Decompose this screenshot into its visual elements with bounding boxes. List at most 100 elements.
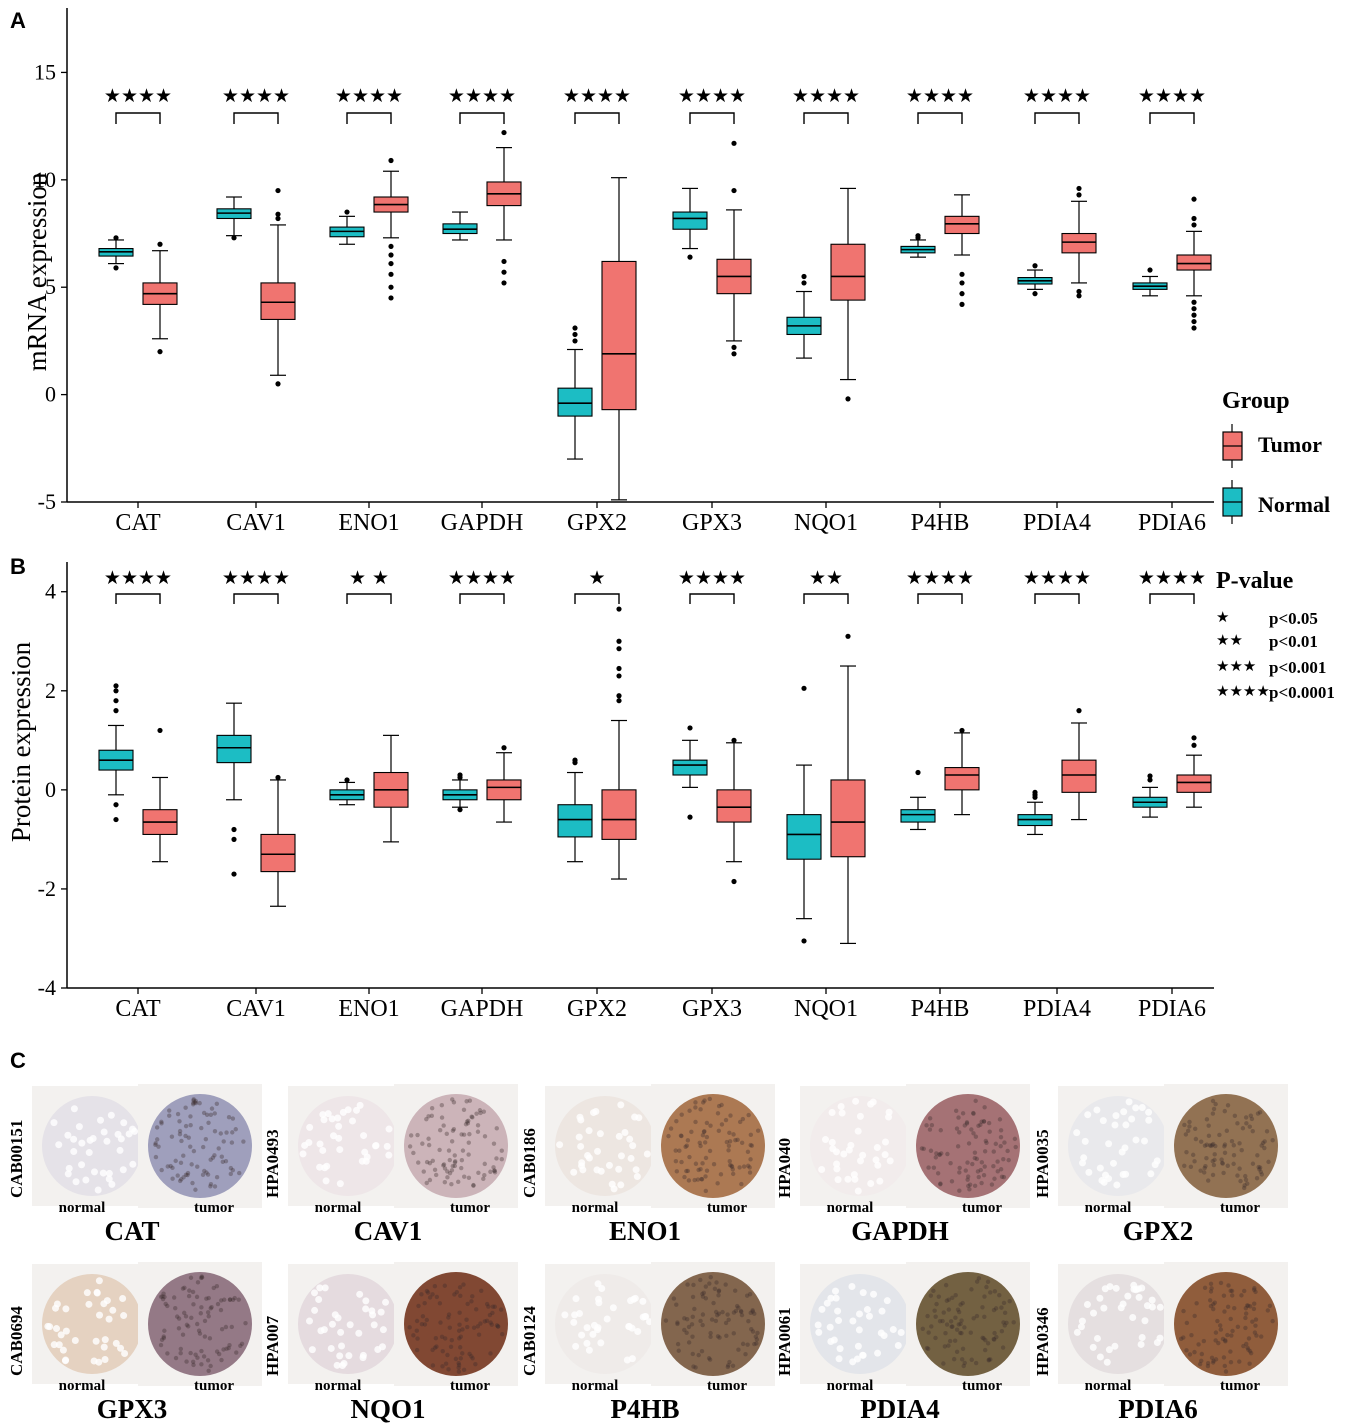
tissue-speckle — [954, 1349, 960, 1354]
tissue-speckle — [988, 1290, 993, 1295]
x-tick-label: ENO1 — [338, 996, 399, 1022]
tissue-speckle — [454, 1289, 460, 1295]
tissue-speckle — [997, 1117, 1003, 1122]
tissue-speckle — [241, 1139, 246, 1144]
tissue-speckle — [93, 1288, 101, 1296]
tissue-speckle — [1252, 1330, 1258, 1335]
tissue-speckle — [1004, 1320, 1009, 1325]
tissue-core — [661, 1272, 765, 1376]
tissue-speckle — [946, 1297, 951, 1302]
tissue-speckle — [174, 1314, 180, 1319]
legend-title: Group — [1222, 388, 1290, 414]
tissue-speckle — [937, 1318, 943, 1324]
tissue-speckle — [193, 1187, 198, 1192]
tissue-speckle — [1113, 1181, 1121, 1189]
tissue-speckle — [881, 1151, 889, 1159]
tissue-speckle — [1209, 1286, 1214, 1291]
tissue-speckle — [585, 1346, 593, 1354]
tissue-speckle — [156, 1144, 161, 1149]
tissue-speckle — [327, 1344, 335, 1352]
tissue-speckle — [740, 1341, 746, 1347]
tissue-speckle — [965, 1177, 970, 1182]
tissue-speckle — [1084, 1111, 1092, 1119]
tissue-speckle — [1243, 1306, 1249, 1311]
tissue-speckle — [199, 1362, 204, 1367]
normal-box-cav1 — [216, 734, 252, 764]
tissue-speckle — [974, 1279, 980, 1284]
tissue-speckle — [426, 1114, 431, 1119]
tissue-speckle — [989, 1182, 995, 1187]
tissue-speckle — [994, 1334, 999, 1340]
significance-stars: ★★★★ — [678, 567, 746, 589]
tissue-speckle — [186, 1135, 191, 1140]
tissue-speckle — [958, 1330, 963, 1336]
significance-bracket — [1034, 112, 1080, 124]
legend-normal-label: Normal — [1258, 492, 1330, 517]
tissue-speckle — [1203, 1163, 1208, 1169]
tissue-speckle — [959, 1330, 964, 1336]
tissue-speckle — [673, 1158, 679, 1164]
tissue-speckle — [981, 1336, 986, 1341]
tissue-speckle — [950, 1295, 955, 1301]
tissue-speckle — [484, 1318, 490, 1324]
tissue-speckle — [360, 1132, 368, 1140]
tissue-speckle — [1111, 1342, 1119, 1350]
tissue-speckle — [479, 1288, 484, 1294]
tissue-speckle — [311, 1306, 319, 1314]
tissue-speckle — [723, 1320, 729, 1326]
tissue-speckle — [407, 1144, 413, 1149]
tissue-speckle — [1213, 1101, 1218, 1107]
outlier-point — [501, 258, 507, 265]
tissue-speckle — [643, 1150, 651, 1158]
outlier-point — [801, 273, 807, 280]
tissue-speckle — [999, 1305, 1004, 1310]
tissue-speckle — [870, 1290, 878, 1298]
tissue-speckle — [153, 1141, 158, 1146]
tissue-speckle — [458, 1345, 463, 1350]
tissue-speckle — [59, 1346, 67, 1354]
tissue-speckle — [1228, 1349, 1233, 1354]
tissue-speckle — [488, 1351, 493, 1356]
tissue-speckle — [191, 1148, 197, 1154]
tissue-speckle — [160, 1296, 166, 1302]
tissue-speckle — [440, 1364, 445, 1369]
outlier-point — [1191, 299, 1197, 305]
tissue-speckle — [1220, 1160, 1225, 1166]
antibody-id: CAB0694 — [7, 1306, 26, 1376]
tissue-speckle — [1250, 1319, 1255, 1324]
tissue-speckle — [696, 1167, 701, 1173]
tissue-speckle — [609, 1304, 617, 1312]
tissue-speckle — [1241, 1343, 1246, 1349]
tissue-speckle — [848, 1282, 856, 1290]
tissue-speckle — [752, 1341, 757, 1347]
tissue-speckle — [116, 1146, 124, 1154]
tissue-speckle — [208, 1181, 214, 1187]
tissue-speckle — [597, 1167, 605, 1175]
tissue-speckle — [473, 1361, 478, 1367]
tissue-speckle — [831, 1287, 839, 1295]
tissue-speckle — [452, 1160, 458, 1165]
tissue-speckle — [208, 1112, 214, 1118]
tissue-speckle — [414, 1328, 420, 1333]
tissue-speckle — [230, 1297, 236, 1302]
tissue-speckle — [1197, 1361, 1203, 1367]
tissue-speckle — [702, 1129, 707, 1134]
tissue-speckle — [981, 1119, 987, 1124]
x-tick-label: GPX2 — [567, 510, 627, 536]
significance-stars: ★★★★ — [222, 567, 290, 589]
tissue-speckle — [1248, 1350, 1254, 1356]
tissue-speckle — [1192, 1349, 1197, 1355]
tissue-speckle — [189, 1315, 194, 1320]
tissue-speckle — [437, 1147, 442, 1153]
tissue-speckle — [411, 1333, 416, 1338]
tissue-speckle — [445, 1169, 450, 1174]
tissue-speckle — [617, 1181, 625, 1189]
tissue-speckle — [299, 1150, 307, 1158]
tissue-speckle — [1096, 1294, 1104, 1302]
tissue-speckle — [998, 1143, 1003, 1149]
tissue-speckle — [320, 1326, 328, 1334]
tissue-speckle — [451, 1126, 457, 1132]
tissue-speckle — [433, 1336, 439, 1341]
significance-bracket — [1149, 593, 1195, 604]
tissue-speckle — [220, 1159, 226, 1165]
